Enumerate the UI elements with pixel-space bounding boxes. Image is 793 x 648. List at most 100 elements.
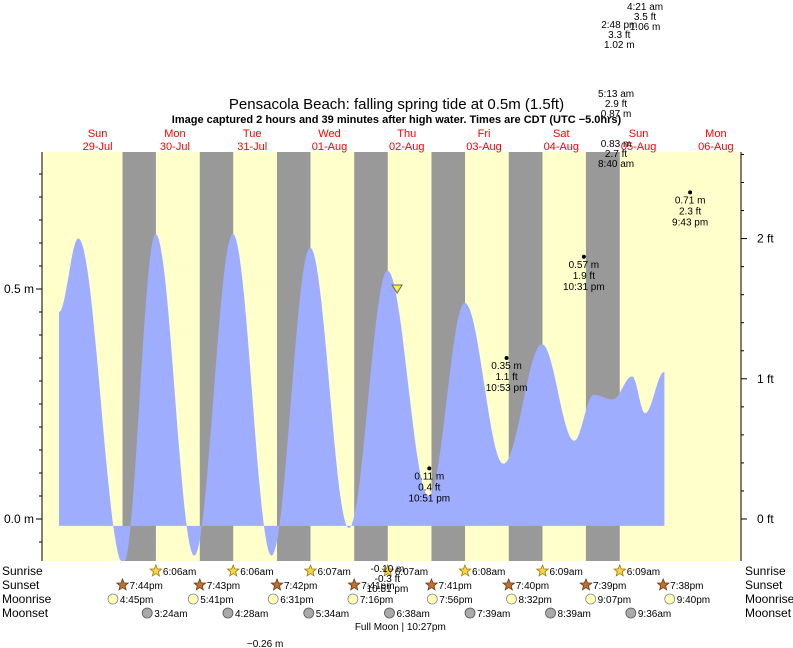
current-tide-marker xyxy=(391,284,404,294)
offscale-label: 3.3 ft xyxy=(608,30,630,41)
moonset-time: 4:28am xyxy=(235,609,268,620)
row-label-moonrise: Moonrise xyxy=(2,592,52,606)
sunset-time: 7:38pm xyxy=(670,581,703,592)
moonrise-icon xyxy=(267,593,279,605)
day-name: Mon xyxy=(164,128,185,140)
moonset-icon xyxy=(545,607,556,619)
day-name: Sat xyxy=(553,128,570,140)
moonrise-icon xyxy=(347,593,359,605)
offscale-label: 5:13 am xyxy=(598,89,634,100)
sunset-time: 7:39pm xyxy=(593,581,626,592)
offscale-label: 8:40 am xyxy=(598,159,634,170)
offscale-label: 4:21 am xyxy=(627,2,663,13)
sunset-icon xyxy=(193,577,207,591)
row-label-moonrise: Moonrise xyxy=(745,592,793,606)
moonset-time: 3:24am xyxy=(154,609,187,620)
sunset-icon xyxy=(115,577,130,591)
right-axis-label: 0 ft xyxy=(757,512,774,526)
offscale-label: 2:48 pm xyxy=(601,20,637,31)
moonset-icon xyxy=(384,607,395,619)
sunset-icon xyxy=(656,577,670,591)
day-date: 02-Aug xyxy=(389,141,424,153)
offscale-label: 0.87 m xyxy=(601,109,632,120)
sunrise-icon xyxy=(613,563,627,577)
offscale-label: 10:51 pm xyxy=(367,584,409,595)
sunset-icon xyxy=(347,577,361,591)
sunrise-icon xyxy=(381,563,395,577)
moonrise-time: 7:56pm xyxy=(439,595,472,606)
moonset-icon xyxy=(464,607,476,619)
moonrise-time: 9:07pm xyxy=(598,595,631,606)
row-label-sunrise: Sunrise xyxy=(2,564,43,578)
tide-area xyxy=(59,233,665,562)
moonrise-time: 5:41pm xyxy=(200,595,233,606)
tide-point-label: 10:31 pm xyxy=(563,282,605,293)
tide-point-label: 0.71 m xyxy=(675,195,706,206)
moonrise-icon xyxy=(426,593,438,605)
day-name: Sun xyxy=(88,128,108,140)
tide-point-label: 2.3 ft xyxy=(679,206,701,217)
offscale-label: 1.02 m xyxy=(604,40,635,51)
left-axis-label: 0.0 m xyxy=(4,512,34,526)
sunset-time: 7:44pm xyxy=(130,581,163,592)
sunset-time: 7:42pm xyxy=(284,581,317,592)
sunrise-time: 6:07am xyxy=(395,567,428,578)
tide-point-label: 0.57 m xyxy=(569,260,600,271)
right-axis-label: 1 ft xyxy=(757,372,774,386)
row-label-sunset: Sunset xyxy=(745,578,783,592)
row-label-moonset: Moonset xyxy=(2,606,49,620)
moonrise-time: 7:16pm xyxy=(360,595,393,606)
moonrise-icon xyxy=(585,593,597,605)
offscale-label: 3.5 ft xyxy=(634,12,656,23)
sunset-time: 7:40pm xyxy=(516,581,549,592)
day-date: 05-Aug xyxy=(621,141,656,153)
row-label-sunrise: Sunrise xyxy=(745,564,786,578)
sunrise-icon xyxy=(303,563,318,577)
day-date: 29-Jul xyxy=(83,141,113,153)
offscale-label: 0.83 m xyxy=(601,139,632,150)
sunset-icon xyxy=(270,577,284,591)
chart-title: Pensacola Beach: falling spring tide at … xyxy=(228,96,565,113)
moonset-icon xyxy=(222,607,234,619)
sunset-time: 7:41pm xyxy=(361,581,394,592)
tide-point-label: 1.1 ft xyxy=(495,372,517,383)
moonrise-time: 4:45pm xyxy=(120,595,153,606)
moonrise-time: 6:31pm xyxy=(280,595,313,606)
tide-point xyxy=(427,466,432,471)
tide-point-label: 1.9 ft xyxy=(573,271,595,282)
sunrise-time: 6:08am xyxy=(472,567,505,578)
row-label-moonset: Moonset xyxy=(745,606,792,620)
row-label-sunset: Sunset xyxy=(2,578,40,592)
offscale-label: 2.7 ft xyxy=(605,149,627,160)
offscale-label: -0.10 m xyxy=(370,564,404,575)
day-name: Mon xyxy=(705,128,726,140)
day-date: 31-Jul xyxy=(237,141,267,153)
tide-point xyxy=(581,254,586,259)
offscale-label: −0.26 m xyxy=(247,639,283,648)
day-name: Tue xyxy=(243,128,262,140)
tide-point-label: 0.4 ft xyxy=(418,482,440,493)
day-date: 03-Aug xyxy=(466,141,501,153)
left-axis-label: 0.5 m xyxy=(4,282,34,296)
tide-point-label: 0.35 m xyxy=(491,361,522,372)
sunrise-time: 6:09am xyxy=(549,567,582,578)
day-name: Thu xyxy=(397,128,416,140)
day-date: 06-Aug xyxy=(698,141,733,153)
sunrise-icon xyxy=(149,563,163,577)
tide-point-label: 0.11 m xyxy=(414,471,444,482)
sunset-time: 7:41pm xyxy=(438,581,471,592)
sunset-icon xyxy=(424,577,439,591)
sunrise-time: 6:09am xyxy=(627,567,660,578)
offscale-label: 2.9 ft xyxy=(605,99,627,110)
day-date: 04-Aug xyxy=(544,141,579,153)
moonset-time: 7:39am xyxy=(477,609,510,620)
sunrise-icon xyxy=(226,563,240,577)
sunrise-time: 6:06am xyxy=(163,567,196,578)
right-axis-label: 2 ft xyxy=(757,232,774,246)
moonrise-icon xyxy=(664,593,676,605)
day-name: Wed xyxy=(318,128,340,140)
moonset-time: 8:39am xyxy=(558,609,591,620)
sunrise-time: 6:07am xyxy=(317,567,350,578)
